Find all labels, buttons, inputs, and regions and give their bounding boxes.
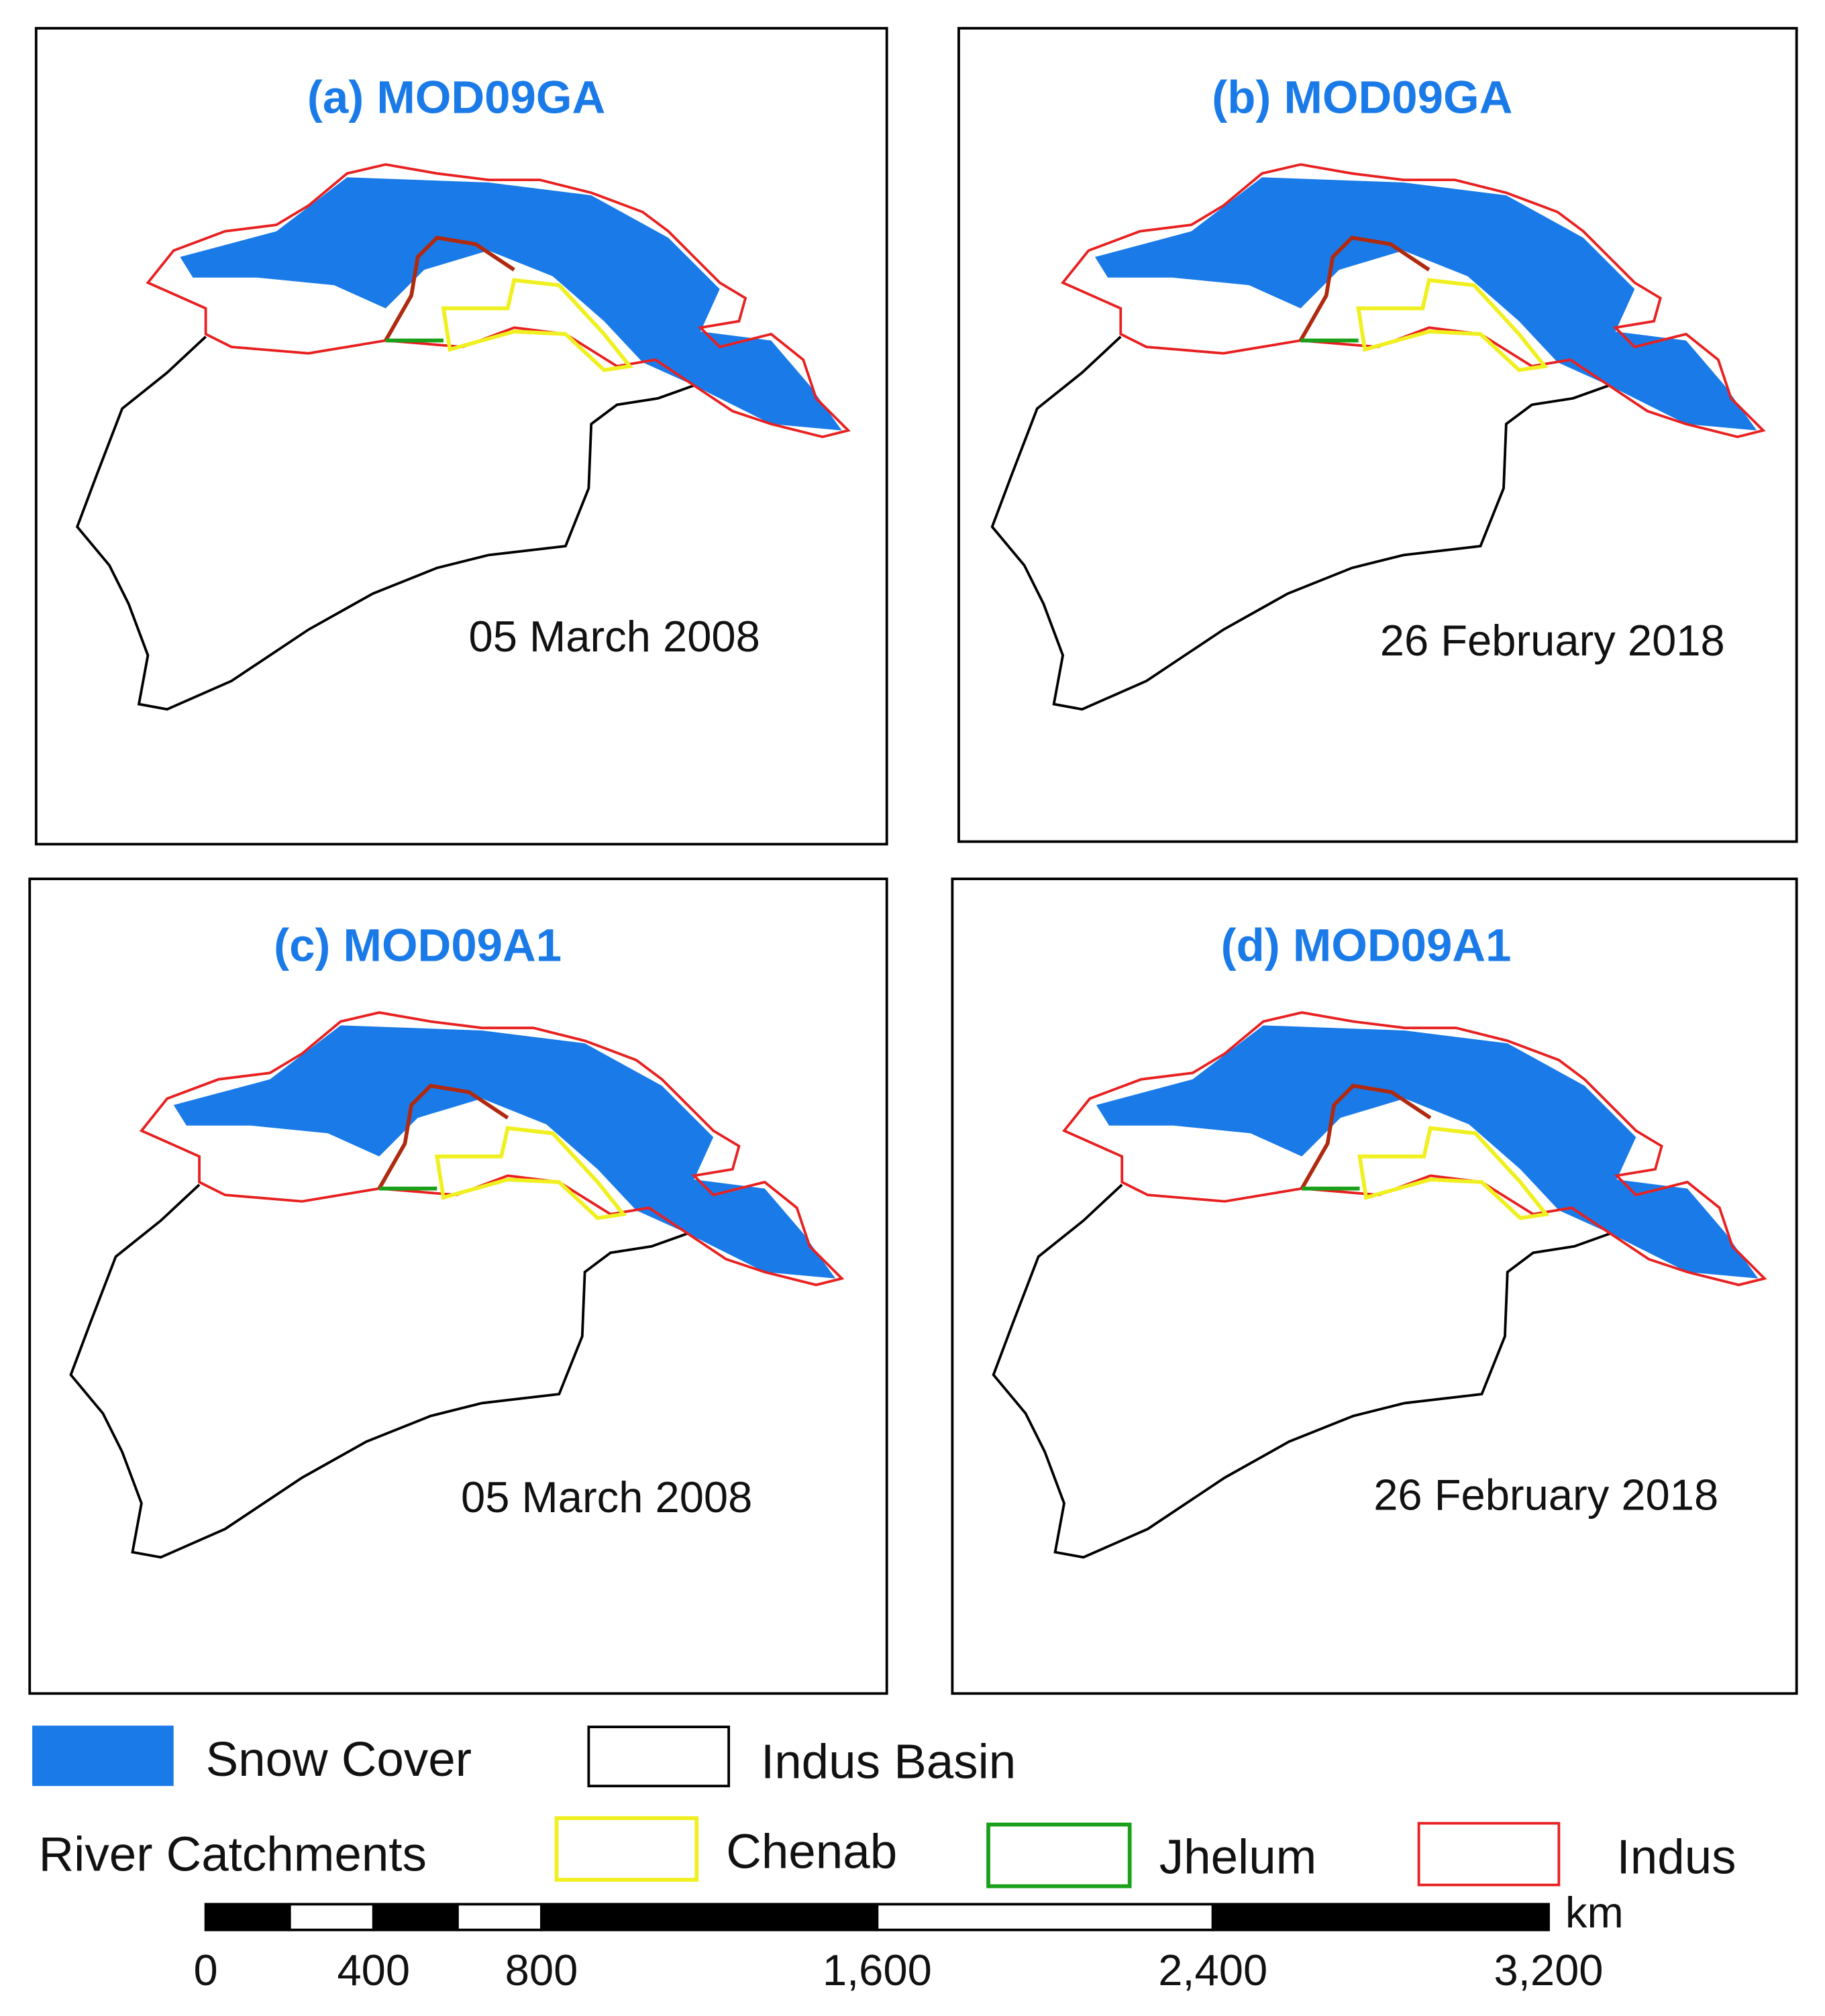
scale-segment [372, 1903, 459, 1931]
legend-swatch [1417, 1821, 1561, 1887]
legend-swatch [554, 1816, 699, 1882]
scale-tick-label: 3,200 [1494, 1946, 1604, 1995]
panel-date: 05 March 2008 [461, 1473, 752, 1522]
scale-tick-label: 800 [505, 1946, 578, 1995]
scale-tick-label: 2,400 [1158, 1946, 1267, 1995]
panel-title: (d) MOD09A1 [1221, 920, 1512, 971]
panel-frame [957, 27, 1798, 843]
panel-title: (c) MOD09A1 [274, 920, 562, 971]
scale-segment [540, 1903, 879, 1931]
scale-segment [288, 1903, 375, 1931]
legend-swatch [986, 1822, 1132, 1889]
legend-swatch [587, 1726, 731, 1788]
scale-segment [204, 1903, 291, 1931]
panel-title: (b) MOD09GA [1212, 72, 1512, 123]
legend-label: Indus Basin [761, 1735, 1016, 1789]
panel-date: 26 February 2018 [1380, 616, 1725, 665]
legend-swatch [32, 1726, 174, 1787]
legend-label: Indus [1617, 1829, 1736, 1884]
scale-tick-label: 400 [337, 1946, 410, 1995]
panel-date: 26 February 2018 [1373, 1470, 1718, 1519]
legend-label: Jhelum [1159, 1829, 1317, 1884]
panel-date: 05 March 2008 [468, 612, 760, 661]
panel-frame [951, 878, 1798, 1695]
panel-frame [28, 878, 888, 1695]
scale-bar: 0 400 800 1,600 2,400 3,200 [194, 1903, 1604, 1995]
scale-unit: km [1565, 1888, 1624, 1937]
scale-segment [456, 1903, 543, 1931]
panel-frame [34, 27, 888, 846]
scale-tick-label: 1,600 [823, 1946, 932, 1995]
panel-title: (a) MOD09GA [307, 72, 605, 123]
legend-label: Chenab [726, 1825, 897, 1879]
scale-segment [876, 1903, 1214, 1931]
legend-label: Snow Cover [206, 1732, 472, 1787]
scale-segment [1211, 1903, 1550, 1931]
scale-tick-label: 0 [194, 1946, 218, 1995]
legend-heading: River Catchments [39, 1827, 427, 1882]
